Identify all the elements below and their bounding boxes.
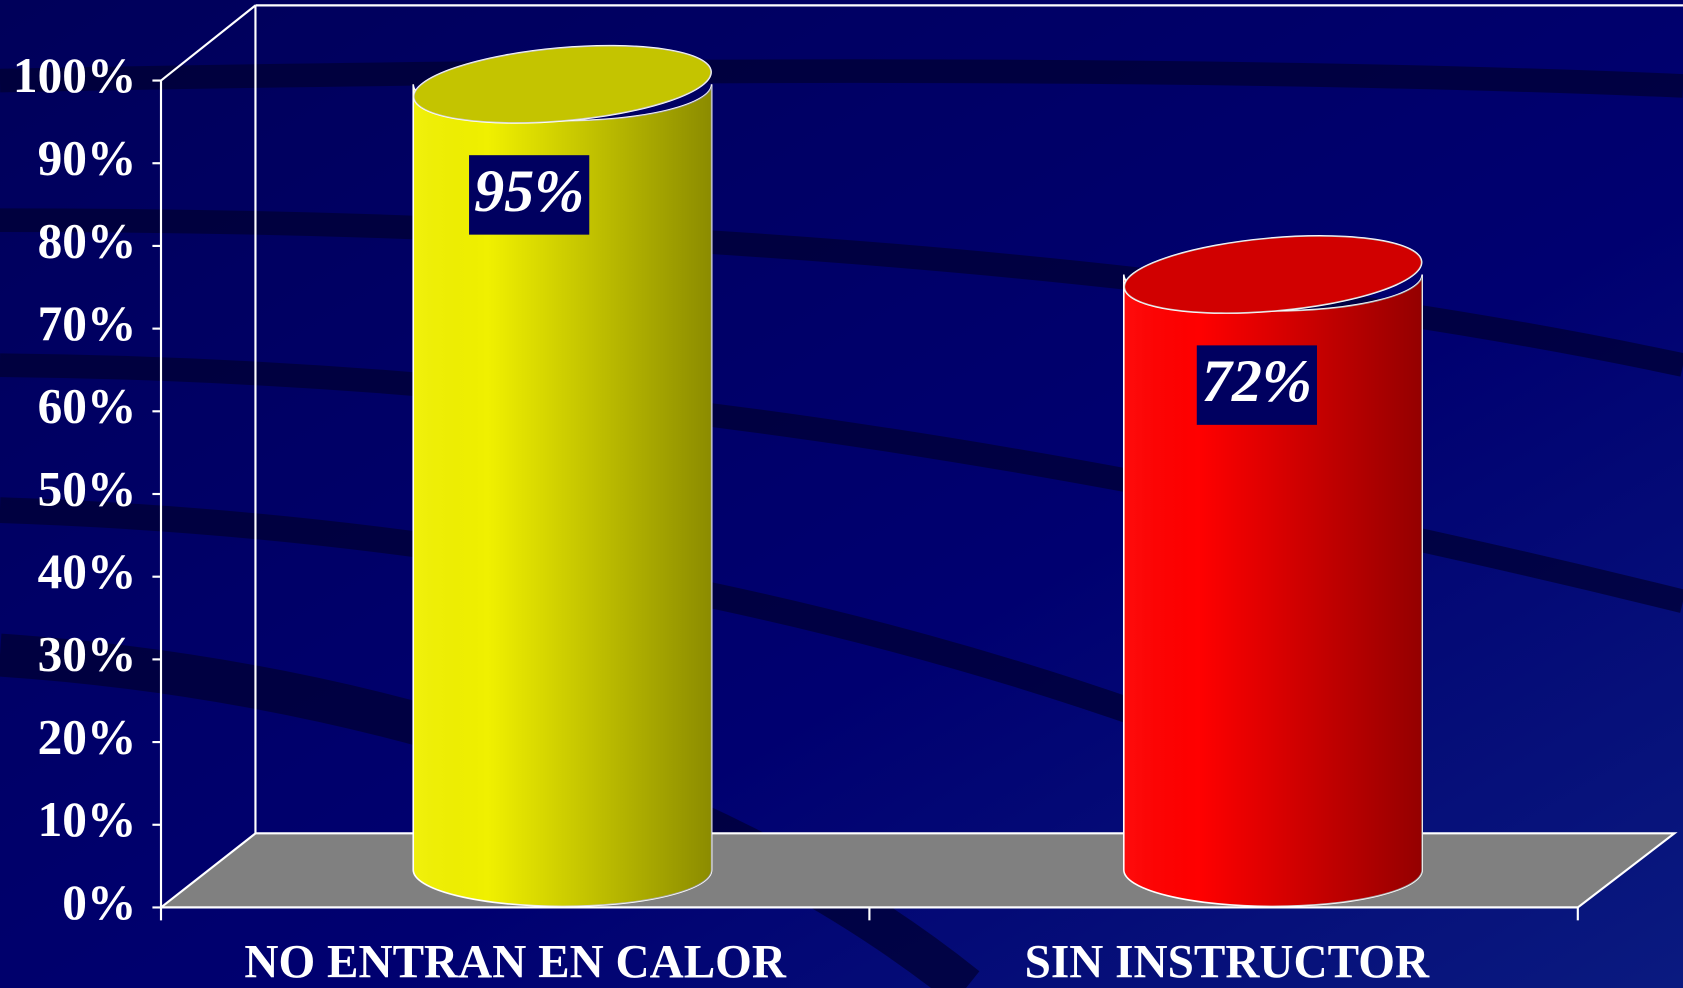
cylinder-shade [1123,274,1423,907]
cylinder-top-shade [413,45,712,123]
cylinder-shade [413,84,712,907]
y-tick-label: 20% [38,709,137,764]
y-tick-label: 50% [38,461,137,516]
cylinder-top [412,44,712,124]
y-tick-label: 90% [38,131,137,186]
y-tick-label: 80% [38,213,137,268]
value-label-box [469,155,590,235]
x-tick-label: SIN INSTRUCTOR [1025,936,1430,988]
side-wall-top [160,4,257,82]
y-tick-label: 10% [38,792,137,847]
y-tick-label: 40% [38,544,137,599]
floor [157,832,1678,909]
y-tick-label: 60% [38,379,137,434]
y-tick-label: 70% [38,296,137,351]
cylinder-top [1123,235,1423,314]
y-tick-label: 0% [62,875,136,930]
x-tick-label: NO ENTRAN EN CALOR [244,936,787,988]
value-label-box [1196,345,1317,425]
y-tick-label: 100% [13,48,136,103]
cylinder-top-shade [1124,235,1422,314]
y-tick-label: 30% [38,627,137,682]
value-label: 95% [474,158,584,225]
value-label: 72% [1202,348,1312,415]
